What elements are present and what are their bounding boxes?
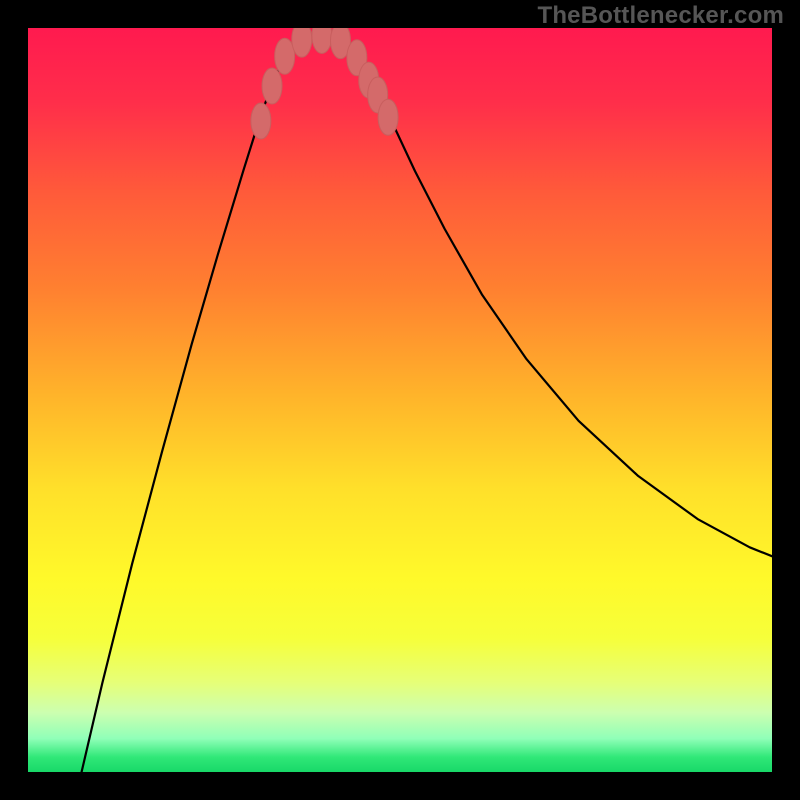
curve-marker	[312, 28, 332, 53]
plot-area	[28, 28, 772, 772]
bottleneck-curve-chart	[28, 28, 772, 772]
curve-marker	[262, 68, 282, 104]
chart-frame: TheBottlenecker.com	[0, 0, 800, 800]
curve-marker	[292, 28, 312, 57]
bottleneck-curve	[82, 34, 772, 772]
watermark-text: TheBottlenecker.com	[537, 2, 784, 30]
curve-marker	[251, 103, 271, 139]
curve-marker	[378, 99, 398, 135]
